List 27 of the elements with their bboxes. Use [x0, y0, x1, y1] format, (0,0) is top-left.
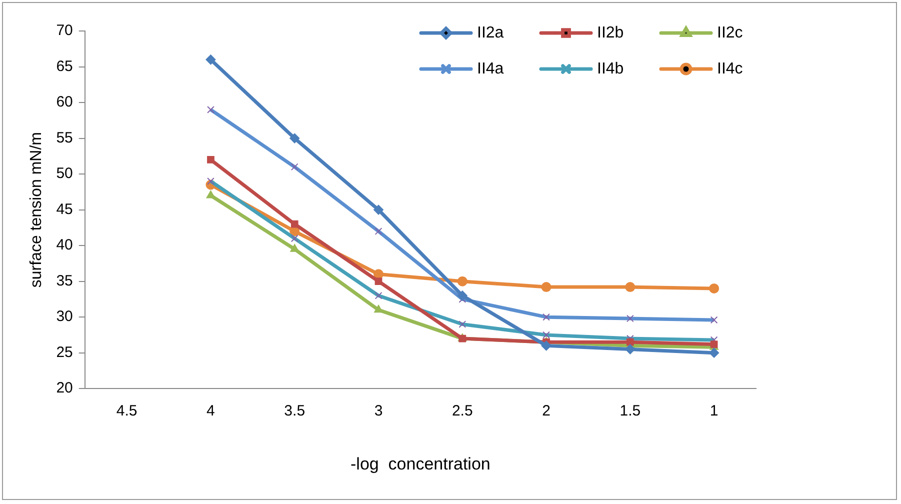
y-tick-label: 45 — [56, 200, 73, 218]
x-tick-label: 2 — [542, 402, 550, 420]
legend-label: II4a — [477, 60, 504, 78]
x-tick-label: 4 — [206, 402, 215, 420]
x-tick-label: 2.5 — [452, 402, 473, 420]
y-tick-label: 30 — [56, 308, 73, 326]
y-axis-title: surface tension mN/m — [28, 132, 46, 288]
y-tick-label: 25 — [56, 344, 73, 361]
y-tick-label: 65 — [56, 58, 73, 75]
x-tick-label: 3 — [374, 402, 383, 420]
y-tick-label: 40 — [56, 236, 73, 254]
y-tick-label: 50 — [56, 165, 73, 182]
y-tick-label: 60 — [56, 94, 73, 111]
y-tick-label: 70 — [56, 22, 73, 40]
x-tick-label: 1.5 — [620, 402, 641, 420]
x-tick-label: 3.5 — [284, 402, 306, 420]
legend-label: II4c — [717, 60, 743, 78]
y-tick-label: 35 — [56, 272, 73, 290]
legend-label: II2a — [477, 24, 504, 42]
x-tick-label: 4.5 — [116, 402, 138, 420]
legend-label: II4b — [597, 60, 624, 78]
x-axis-title: -log concentration — [350, 454, 490, 474]
legend-label: II2b — [597, 24, 624, 42]
y-tick-label: 55 — [56, 129, 73, 146]
x-tick-label: 1 — [710, 402, 718, 420]
legend-label: II2c — [717, 24, 743, 42]
y-tick-label: 20 — [56, 380, 73, 397]
